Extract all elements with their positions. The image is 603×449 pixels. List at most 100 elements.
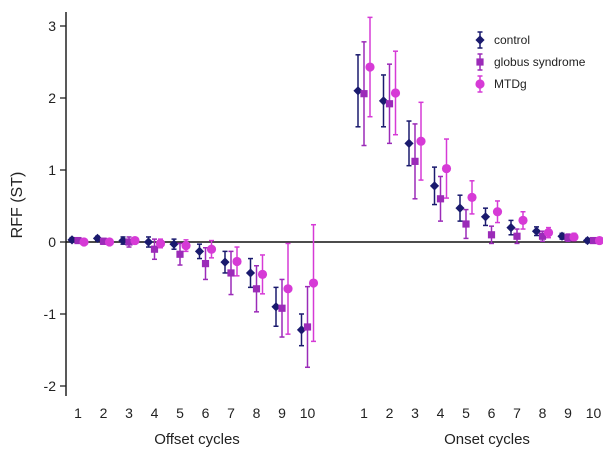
x-tick-label: 9: [278, 405, 286, 421]
data-point-mtdg: [79, 237, 89, 247]
marker: [378, 96, 389, 106]
x-tick-label: 8: [253, 405, 261, 421]
marker: [227, 269, 235, 277]
data-point-control: [378, 74, 389, 128]
y-axis-title: RFF (ST): [9, 172, 26, 239]
data-point-globus-syndrome: [227, 250, 235, 296]
marker: [467, 192, 477, 202]
data-point-control: [480, 207, 491, 227]
marker: [411, 157, 419, 165]
group-label-onset: Onset cycles: [444, 431, 530, 448]
marker: [594, 235, 603, 246]
marker: [125, 238, 133, 246]
y-tick-label: -2: [44, 378, 57, 394]
marker: [130, 235, 140, 246]
marker: [492, 207, 503, 217]
data-points: [67, 16, 603, 369]
data-point-control: [220, 250, 230, 274]
marker: [201, 260, 210, 268]
x-tick-label: 5: [176, 405, 184, 421]
x-tick-label: 6: [488, 405, 496, 421]
data-point-control: [557, 231, 567, 241]
x-tick-label: 2: [100, 405, 108, 421]
data-point-control: [92, 233, 103, 243]
marker: [74, 236, 82, 245]
data-point-mtdg: [518, 211, 528, 230]
marker: [436, 195, 445, 203]
data-point-mtdg: [308, 223, 319, 343]
data-point-mtdg: [130, 235, 140, 246]
y-tick-label: 0: [48, 234, 56, 250]
data-point-globus-syndrome: [411, 123, 419, 200]
x-tick-label: 10: [586, 405, 602, 421]
marker: [206, 244, 217, 254]
data-point-globus-syndrome: [360, 41, 368, 147]
data-point-control: [531, 226, 542, 237]
marker: [278, 304, 286, 312]
data-point-control: [582, 235, 593, 246]
data-point-mtdg: [181, 239, 191, 253]
legend-item-mtdg: MTDg: [475, 75, 527, 93]
data-point-control: [271, 286, 281, 327]
marker: [79, 237, 89, 247]
marker: [404, 138, 414, 148]
marker: [462, 220, 470, 228]
data-point-globus-syndrome: [278, 278, 286, 338]
marker: [194, 246, 205, 256]
data-point-mtdg: [441, 138, 452, 199]
marker: [390, 88, 401, 98]
data-point-globus-syndrome: [589, 236, 598, 245]
data-point-globus-syndrome: [150, 238, 159, 261]
data-point-control: [118, 235, 128, 246]
marker: [365, 62, 375, 72]
legend-marker: [475, 79, 485, 89]
x-tick-label: 9: [564, 405, 572, 421]
data-point-control: [429, 166, 440, 206]
data-point-globus-syndrome: [487, 225, 496, 245]
marker: [245, 268, 256, 278]
legend-label: MTDg: [494, 77, 527, 91]
marker: [99, 237, 108, 245]
marker: [531, 226, 542, 236]
x-tick-label: 3: [411, 405, 419, 421]
marker: [143, 237, 154, 247]
x-tick-label: 10: [300, 405, 316, 421]
x-tick-label: 4: [437, 405, 445, 421]
marker: [220, 257, 230, 267]
x-tick-label: 5: [462, 405, 470, 421]
marker: [353, 86, 363, 96]
x-tick-label: 1: [360, 405, 368, 421]
marker: [118, 235, 128, 246]
marker: [416, 136, 426, 146]
data-point-mtdg: [283, 242, 293, 335]
x-tick-label: 8: [539, 405, 547, 421]
data-point-globus-syndrome: [125, 236, 133, 248]
marker: [557, 231, 567, 241]
marker: [538, 232, 547, 240]
data-point-globus-syndrome: [176, 242, 184, 266]
data-point-globus-syndrome: [462, 208, 470, 240]
marker: [429, 181, 440, 191]
legend-item-globus-syndrome: globus syndrome: [476, 53, 586, 71]
data-point-mtdg: [569, 232, 579, 242]
data-point-control: [245, 257, 256, 289]
marker: [564, 234, 572, 242]
data-point-mtdg: [232, 246, 242, 277]
data-point-control: [353, 54, 363, 128]
data-point-control: [506, 219, 516, 236]
x-tick-label: 7: [513, 405, 521, 421]
data-point-control: [194, 243, 205, 260]
legend-label: globus syndrome: [494, 55, 586, 69]
marker: [385, 100, 394, 108]
data-point-control: [67, 235, 77, 245]
data-point-mtdg: [543, 226, 554, 239]
data-point-mtdg: [257, 254, 268, 295]
data-point-mtdg: [416, 101, 426, 181]
data-point-mtdg: [155, 238, 166, 249]
y-tick-label: 1: [48, 162, 56, 178]
y-tick-label: -1: [44, 306, 57, 322]
data-point-globus-syndrome: [303, 285, 312, 369]
data-point-globus-syndrome: [564, 233, 572, 243]
marker: [455, 203, 465, 213]
